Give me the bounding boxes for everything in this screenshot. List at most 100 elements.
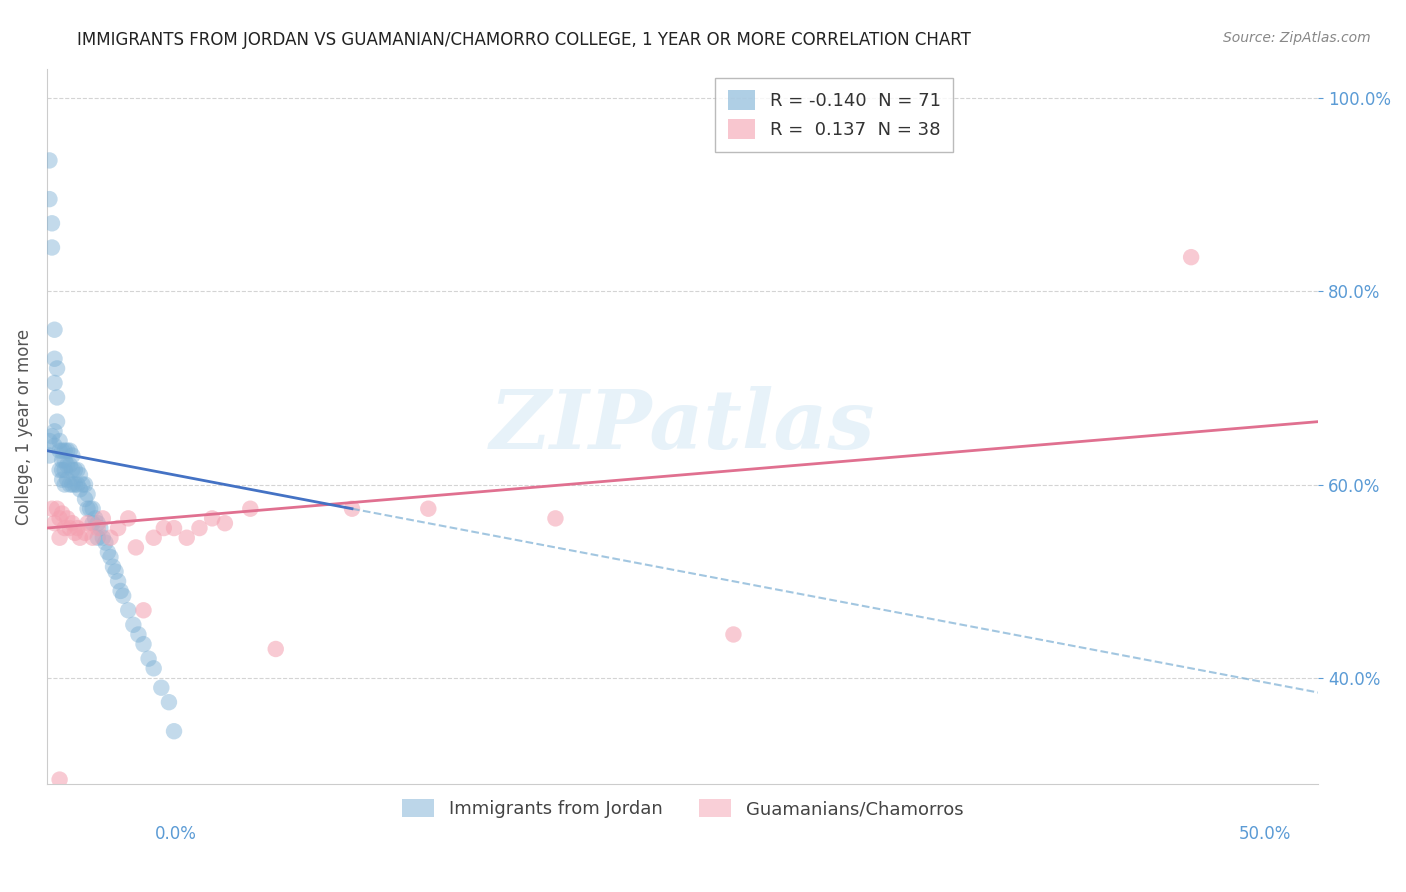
Point (44, 351, 66, 366)
Point (46, 501, 69, 516)
Point (48, 531, 70, 545)
Point (125, 541, 148, 555)
Point (59, 477, 82, 491)
Point (53, 521, 76, 535)
Point (59, 521, 82, 535)
Text: ZIPatlas: ZIPatlas (489, 386, 876, 467)
Point (46, 415, 69, 429)
Point (73, 491, 96, 506)
Point (214, 516, 236, 531)
Point (41, 501, 63, 516)
Point (544, 511, 567, 525)
Point (107, 574, 129, 589)
Point (38, 434, 60, 448)
Point (56, 443, 79, 458)
Point (153, 521, 176, 535)
Point (82, 501, 104, 516)
Point (76, 487, 98, 501)
Point (44, 323, 66, 337)
Point (73, 477, 96, 491)
Point (104, 565, 127, 579)
Point (87, 521, 110, 535)
Point (56, 473, 79, 487)
Point (112, 589, 135, 603)
Point (38, 153, 60, 168)
Point (264, 642, 287, 657)
Point (79, 501, 101, 516)
Legend: Immigrants from Jordan, Guamanians/Chamorros: Immigrants from Jordan, Guamanians/Chamo… (395, 792, 970, 825)
Point (117, 603, 139, 617)
Point (87, 516, 110, 531)
Point (176, 531, 198, 545)
Point (69, 483, 91, 497)
Point (53, 453, 76, 467)
Point (91, 511, 114, 525)
Point (163, 724, 186, 739)
Point (41, 429, 63, 443)
Point (82, 531, 104, 545)
Point (38, 192, 60, 206)
Point (66, 521, 89, 535)
Point (340, 501, 363, 516)
Point (76, 516, 98, 531)
Point (1180, 250, 1202, 264)
Point (59, 443, 82, 458)
Point (56, 458, 79, 472)
Point (69, 467, 91, 482)
Point (51, 463, 73, 477)
Point (132, 603, 155, 617)
Point (94, 535, 117, 549)
Point (142, 531, 165, 545)
Point (41, 240, 63, 254)
Point (97, 545, 120, 559)
Point (51, 473, 73, 487)
Point (107, 521, 129, 535)
Point (53, 477, 76, 491)
Point (38, 449, 60, 463)
Y-axis label: College, 1 year or more: College, 1 year or more (15, 328, 32, 524)
Point (418, 501, 440, 516)
Point (73, 525, 96, 540)
Point (122, 617, 145, 632)
Point (723, 627, 745, 641)
Point (76, 501, 98, 516)
Point (100, 550, 122, 565)
Point (150, 681, 173, 695)
Point (48, 511, 70, 525)
Point (44, 425, 66, 439)
Point (201, 511, 224, 525)
Point (91, 531, 114, 545)
Point (60, 516, 83, 531)
Point (41, 216, 63, 230)
Point (63, 477, 86, 491)
Point (142, 661, 165, 675)
Point (132, 637, 155, 651)
Point (46, 361, 69, 376)
Point (48, 772, 70, 787)
Point (110, 583, 132, 598)
Text: IMMIGRANTS FROM JORDAN VS GUAMANIAN/CHAMORRO COLLEGE, 1 YEAR OR MORE CORRELATION: IMMIGRANTS FROM JORDAN VS GUAMANIAN/CHAM… (77, 31, 972, 49)
Point (48, 463, 70, 477)
Point (44, 439, 66, 453)
Point (100, 531, 122, 545)
Point (51, 507, 73, 521)
Point (51, 443, 73, 458)
Point (69, 531, 91, 545)
Point (48, 434, 70, 448)
Point (44, 516, 66, 531)
Text: 0.0%: 0.0% (155, 825, 197, 843)
Point (48, 443, 70, 458)
Point (51, 453, 73, 467)
Point (82, 516, 104, 531)
Point (157, 695, 180, 709)
Point (72, 477, 94, 491)
Point (101, 559, 124, 574)
Point (56, 511, 79, 525)
Text: 50.0%: 50.0% (1239, 825, 1292, 843)
Point (188, 521, 211, 535)
Point (66, 463, 89, 477)
Point (89, 521, 111, 535)
Point (66, 477, 89, 491)
Point (46, 391, 69, 405)
Text: Source: ZipAtlas.com: Source: ZipAtlas.com (1223, 31, 1371, 45)
